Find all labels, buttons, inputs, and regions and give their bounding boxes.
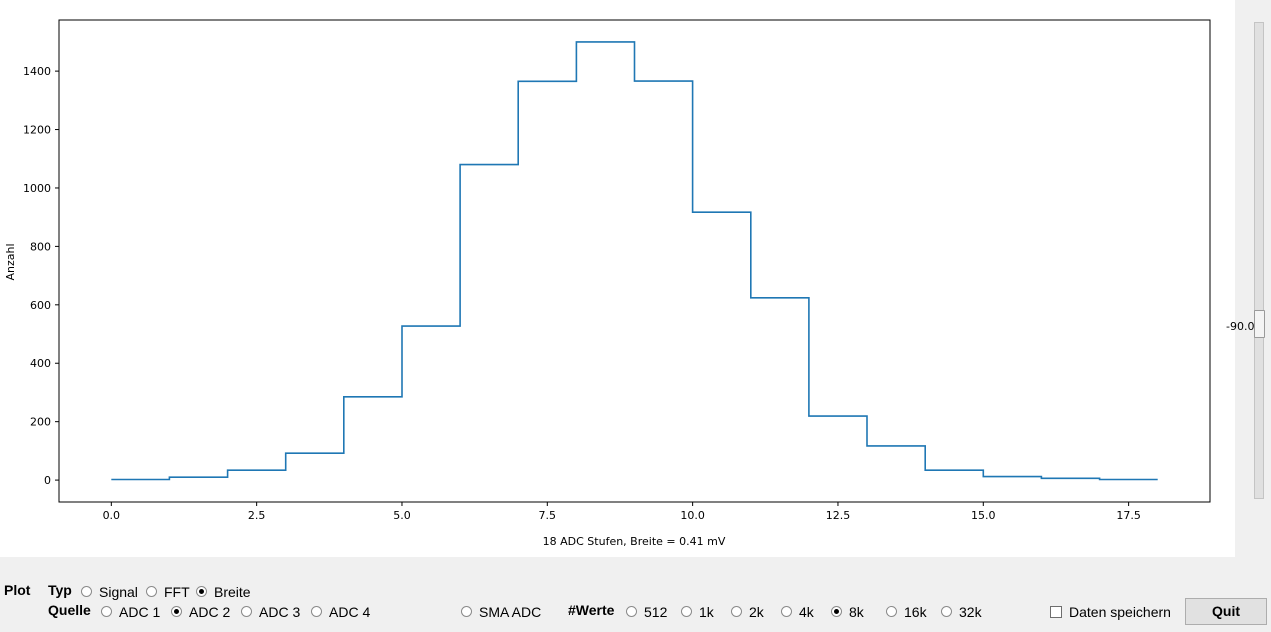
save-data-label[interactable]: Daten speichern bbox=[1069, 604, 1171, 620]
x-tick-label: 7.5 bbox=[539, 509, 557, 522]
werte-label: #Werte bbox=[568, 602, 615, 618]
y-tick-label: 600 bbox=[30, 299, 51, 312]
typ-label: Typ bbox=[48, 582, 72, 598]
y-tick-label: 0 bbox=[44, 474, 51, 487]
plot-canvas: 0.0 2.5 5.0 7.5 10.0 12.5 15.0 17.5 0 200 400 600 8… bbox=[0, 0, 1235, 557]
level-slider-value: -90.0 bbox=[1226, 320, 1255, 333]
radio-werte-1k[interactable] bbox=[681, 606, 692, 617]
level-slider-handle[interactable] bbox=[1254, 310, 1265, 338]
x-axis-ticks: 0.0 2.5 5.0 7.5 10.0 12.5 15.0 17.5 bbox=[103, 502, 1141, 522]
radio-quelle-adc4[interactable] bbox=[311, 606, 322, 617]
x-axis-label: 18 ADC Stufen, Breite = 0.41 mV bbox=[543, 535, 726, 548]
radio-sma-adc[interactable] bbox=[461, 606, 472, 617]
radio-werte-4k[interactable] bbox=[781, 606, 792, 617]
y-axis-label: Anzahl bbox=[4, 243, 17, 280]
y-tick-label: 1400 bbox=[23, 65, 51, 78]
radio-werte-16k-label[interactable]: 16k bbox=[904, 604, 927, 620]
plot-label: Plot bbox=[4, 582, 31, 598]
y-axis-ticks: 0 200 400 600 800 1000 1200 1400 bbox=[23, 65, 59, 487]
x-tick-label: 17.5 bbox=[1116, 509, 1141, 522]
radio-werte-8k-label[interactable]: 8k bbox=[849, 604, 864, 620]
plot-area-frame bbox=[58, 19, 1211, 503]
radio-quelle-adc4-label[interactable]: ADC 4 bbox=[329, 604, 371, 620]
save-data-checkbox[interactable] bbox=[1050, 606, 1062, 618]
radio-werte-512[interactable] bbox=[626, 606, 637, 617]
x-tick-label: 12.5 bbox=[826, 509, 851, 522]
radio-werte-2k[interactable] bbox=[731, 606, 742, 617]
radio-quelle-adc3[interactable] bbox=[241, 606, 252, 617]
y-tick-label: 400 bbox=[30, 357, 51, 370]
data-series-line bbox=[111, 41, 1158, 481]
quelle-label: Quelle bbox=[48, 602, 91, 618]
quit-button[interactable]: Quit bbox=[1185, 598, 1267, 625]
radio-quelle-adc1[interactable] bbox=[101, 606, 112, 617]
radio-typ-signal[interactable] bbox=[81, 586, 92, 597]
radio-werte-2k-label[interactable]: 2k bbox=[749, 604, 764, 620]
y-tick-label: 1000 bbox=[23, 182, 51, 195]
radio-quelle-adc3-label[interactable]: ADC 3 bbox=[259, 604, 301, 620]
y-tick-label: 1200 bbox=[23, 124, 51, 137]
x-tick-label: 10.0 bbox=[680, 509, 705, 522]
radio-werte-512-label[interactable]: 512 bbox=[644, 604, 668, 620]
histogram-chart: 0.0 2.5 5.0 7.5 10.0 12.5 15.0 17.5 0 200 400 600 8… bbox=[4, 19, 1211, 548]
radio-typ-signal-label[interactable]: Signal bbox=[99, 584, 138, 600]
y-tick-label: 800 bbox=[30, 240, 51, 253]
radio-werte-4k-label[interactable]: 4k bbox=[799, 604, 814, 620]
x-tick-label: 5.0 bbox=[393, 509, 411, 522]
radio-werte-1k-label[interactable]: 1k bbox=[699, 604, 714, 620]
radio-typ-breite[interactable] bbox=[196, 586, 207, 597]
radio-werte-32k-label[interactable]: 32k bbox=[959, 604, 982, 620]
x-tick-label: 2.5 bbox=[248, 509, 266, 522]
level-slider-track[interactable] bbox=[1254, 22, 1264, 499]
radio-werte-8k[interactable] bbox=[831, 606, 842, 617]
radio-werte-16k[interactable] bbox=[886, 606, 897, 617]
radio-typ-fft[interactable] bbox=[146, 586, 157, 597]
radio-typ-breite-label[interactable]: Breite bbox=[214, 584, 251, 600]
y-tick-label: 200 bbox=[30, 416, 51, 429]
radio-quelle-adc1-label[interactable]: ADC 1 bbox=[119, 604, 161, 620]
x-tick-label: 0.0 bbox=[103, 509, 121, 522]
radio-typ-fft-label[interactable]: FFT bbox=[164, 584, 190, 600]
radio-quelle-adc2[interactable] bbox=[171, 606, 182, 617]
radio-werte-32k[interactable] bbox=[941, 606, 952, 617]
radio-quelle-adc2-label[interactable]: ADC 2 bbox=[189, 604, 231, 620]
radio-sma-adc-label[interactable]: SMA ADC bbox=[479, 604, 542, 620]
x-tick-label: 15.0 bbox=[971, 509, 996, 522]
